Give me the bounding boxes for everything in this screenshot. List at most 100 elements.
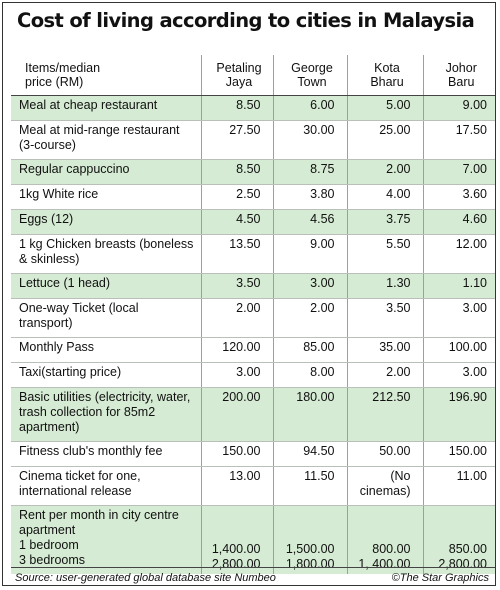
table-header-row: Items/median price (RM) Petaling Jaya Ge… [11,55,495,96]
price-george-town: 6.00 [273,95,348,121]
table-row: 1 kg Chicken breasts (boneless & skinless… [11,234,495,274]
item-label: Monthly Pass [11,337,202,363]
price-petaling-jaya: 120.00 [201,337,274,363]
price-george-town: 94.50 [273,441,348,467]
price-petaling-jaya: 2.50 [201,184,274,210]
price-johor-baru: 100.00 [423,337,495,363]
price-johor-baru: 3.60 [423,184,495,210]
price-george-town: 4.56 [273,209,348,235]
price-kota-bharu: 2.00 [347,159,424,185]
column-header-george-town: George Town [273,55,348,96]
price-george-town: 2.00 [273,298,348,338]
price-kota-bharu: 1.30 [347,273,424,299]
price-johor-baru: 11.00 [423,466,495,506]
price-petaling-jaya: 3.50 [201,273,274,299]
price-petaling-jaya: 3.00 [201,362,274,388]
price-petaling-jaya: 27.50 [201,120,274,160]
column-header-petaling-jaya: Petaling Jaya [201,55,274,96]
rent-price-george-town: 1,500.00 1,800.00 [273,505,348,574]
price-petaling-jaya: 150.00 [201,441,274,467]
table-row: Cinema ticket for one, international rele… [11,466,495,506]
column-header-johor-baru: Johor Baru [423,55,495,96]
table-row: Taxi(starting price) 3.00 8.00 2.00 3.00 [11,362,495,388]
source-note: Source: user-generated global database s… [15,572,276,584]
item-label: 1kg White rice [11,184,202,210]
item-label: Taxi(starting price) [11,362,202,388]
price-kota-bharu: 3.50 [347,298,424,338]
item-label: Meal at cheap restaurant [11,95,202,121]
graphics-credit: ©The Star Graphics [391,572,489,584]
price-george-town: 8.75 [273,159,348,185]
infographic-frame: Cost of living according to cities in Ma… [2,2,496,586]
price-kota-bharu: 35.00 [347,337,424,363]
table-row: One-way Ticket (local transport) 2.00 2.00 3… [11,298,495,338]
price-kota-bharu: 5.00 [347,95,424,121]
table-row: Monthly Pass 120.00 85.00 35.00 100.00 [11,337,495,363]
column-header-item: Items/median price (RM) [11,55,202,96]
item-label: Fitness club's monthly fee [11,441,202,467]
price-petaling-jaya: 2.00 [201,298,274,338]
price-johor-baru: 12.00 [423,234,495,274]
price-kota-bharu: 5.50 [347,234,424,274]
price-kota-bharu: 50.00 [347,441,424,467]
price-george-town: 8.00 [273,362,348,388]
price-george-town: 85.00 [273,337,348,363]
table-row: Eggs (12) 4.50 4.56 3.75 4.60 [11,209,495,235]
cost-table-wrapper: Items/median price (RM) Petaling Jaya Ge… [11,55,495,574]
price-johor-baru: 3.00 [423,298,495,338]
price-petaling-jaya: 200.00 [201,387,274,442]
price-petaling-jaya: 8.50 [201,95,274,121]
rent-sub-label: 1 bedroom [19,538,79,552]
table-row: Fitness club's monthly fee 150.00 94.50 50.… [11,441,495,467]
price-johor-baru: 150.00 [423,441,495,467]
price-johor-baru: 196.90 [423,387,495,442]
price-johor-baru: 9.00 [423,95,495,121]
table-row: Meal at cheap restaurant 8.50 6.00 5.00 9.00 [11,95,495,121]
price-george-town: 180.00 [273,387,348,442]
table-row: Meal at mid-range restaurant (3-course) 27… [11,120,495,160]
item-label: One-way Ticket (local transport) [11,298,202,338]
price-johor-baru: 1.10 [423,273,495,299]
table-row: 1kg White rice 2.50 3.80 4.00 3.60 [11,184,495,210]
price-george-town: 9.00 [273,234,348,274]
price-kota-bharu: 25.00 [347,120,424,160]
item-label: Basic utilities (electricity, water, tras… [11,387,202,442]
price-petaling-jaya: 13.50 [201,234,274,274]
price-kota-bharu: (No cinemas) [347,466,424,506]
rent-sub-label: 3 bedrooms [19,553,86,567]
item-label: Meal at mid-range restaurant (3-course) [11,120,202,160]
price-johor-baru: 3.00 [423,362,495,388]
table-row-rent: Rent per month in city centre apartment 1 … [11,505,495,574]
price-kota-bharu: 2.00 [347,362,424,388]
price-george-town: 3.80 [273,184,348,210]
price-george-town: 30.00 [273,120,348,160]
price-johor-baru: 17.50 [423,120,495,160]
item-label: Rent per month in city centre apartment 1 … [11,505,202,574]
price-kota-bharu: 212.50 [347,387,424,442]
table-body: Meal at cheap restaurant 8.50 6.00 5.00 9.00… [11,95,495,574]
price-petaling-jaya: 8.50 [201,159,274,185]
table-row: Basic utilities (electricity, water, tras… [11,387,495,442]
item-label: Cinema ticket for one, international rele… [11,466,202,506]
column-header-kota-bharu: Kota Bharu [347,55,424,96]
rent-price-kota-bharu: 800.00 1, 400.00 [347,505,424,574]
item-label: 1 kg Chicken breasts (boneless & skinless… [11,234,202,274]
cost-table: Items/median price (RM) Petaling Jaya Ge… [11,55,495,574]
rent-price-johor-baru: 850.00 2,800.00 [423,505,495,574]
price-george-town: 11.50 [273,466,348,506]
item-label: Lettuce (1 head) [11,273,202,299]
price-kota-bharu: 4.00 [347,184,424,210]
price-petaling-jaya: 4.50 [201,209,274,235]
price-johor-baru: 7.00 [423,159,495,185]
item-label: Eggs (12) [11,209,202,235]
price-george-town: 3.00 [273,273,348,299]
price-johor-baru: 4.60 [423,209,495,235]
rent-price-petaling-jaya: 1,400.00 2,800.00 [201,505,274,574]
table-row: Lettuce (1 head) 3.50 3.00 1.30 1.10 [11,273,495,299]
price-petaling-jaya: 13.00 [201,466,274,506]
table-row: Regular cappuccino 8.50 8.75 2.00 7.00 [11,159,495,185]
page-title: Cost of living according to cities in Ma… [17,9,475,32]
price-kota-bharu: 3.75 [347,209,424,235]
item-label: Regular cappuccino [11,159,202,185]
footer: Source: user-generated global database s… [11,567,495,588]
